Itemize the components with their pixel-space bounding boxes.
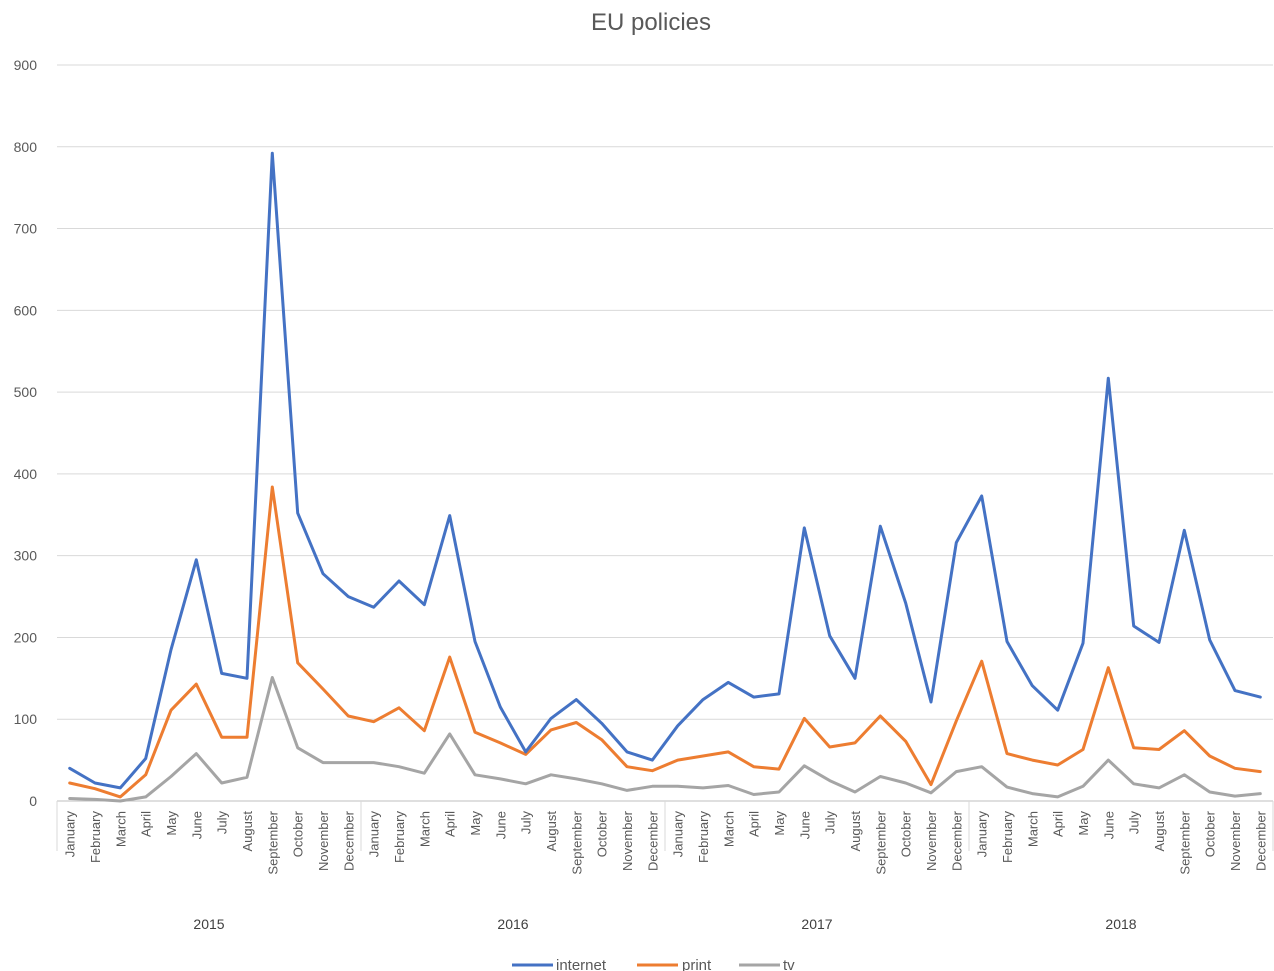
x-tick-label: June [189,811,204,839]
y-tick-label: 900 [14,57,38,73]
y-tick-label: 100 [14,711,38,727]
y-tick-label: 200 [14,629,38,645]
x-tick-label: August [544,811,559,852]
x-tick-label: December [1253,810,1268,871]
legend-label-internet: internet [556,957,607,971]
x-tick-label: April [1051,811,1066,837]
x-tick-label: June [797,811,812,839]
x-tick-label: October [899,810,914,857]
x-tick-label: June [1101,811,1116,839]
y-tick-label: 0 [29,793,37,809]
x-tick-label: May [164,811,179,836]
y-tick-label: 500 [14,384,38,400]
x-tick-label: October [1203,810,1218,857]
x-tick-label: September [265,810,280,874]
x-tick-label: September [569,810,584,874]
x-tick-label: May [1076,811,1091,836]
year-label: 2018 [1105,916,1136,932]
x-tick-label: September [873,810,888,874]
x-tick-label: November [316,810,331,871]
gridlines [57,64,1273,802]
x-tick-label: February [696,811,711,864]
year-label: 2016 [497,916,528,932]
x-tick-label: April [139,811,154,837]
chart-title: EU policies [591,9,711,36]
x-tick-label: April [747,811,762,837]
x-tick-label: December [949,810,964,871]
x-tick-label: December [645,810,660,871]
y-tick-label: 300 [14,548,38,564]
x-tick-label: October [595,810,610,857]
legend-label-print: print [682,957,712,971]
y-tick-label: 400 [14,466,38,482]
x-tick-label: March [417,811,432,847]
legend-label-tv: tv [783,957,795,971]
x-tick-label: March [1025,811,1040,847]
x-tick-label: January [63,811,78,858]
legend: internet print tv [512,957,795,971]
series-lines [68,151,1262,803]
series-line-print [68,485,1262,799]
y-tick-label: 600 [14,302,38,318]
x-tick-label: September [1177,810,1192,874]
x-tick-label: May [468,811,483,836]
y-axis: 0 100 200 300 400 500 600 700 800 900 [14,57,38,809]
x-tick-label: November [620,810,635,871]
x-tick-label: November [1228,810,1243,871]
x-tick-label: August [848,811,863,852]
x-tick-label: August [240,811,255,852]
x-tick-label: June [493,811,508,839]
x-tick-label: December [341,810,356,871]
x-tick-label: January [367,811,382,858]
x-tick-label: November [924,810,939,871]
x-tick-label: March [113,811,128,847]
year-label: 2015 [193,916,224,932]
x-tick-label: July [823,811,838,835]
x-tick-label: February [1000,811,1015,864]
x-tick-label: January [671,811,686,858]
y-tick-label: 800 [14,139,38,155]
x-tick-label: April [443,811,458,837]
series-line-tv [68,676,1262,803]
year-label: 2017 [801,916,832,932]
x-tick-label: February [392,811,407,864]
series-line-internet [68,151,1262,790]
x-axis: January February March April May June July Augu… [56,801,1274,932]
x-tick-label: July [215,811,230,835]
x-tick-label: July [519,811,534,835]
y-tick-label: 700 [14,221,38,237]
x-tick-label: February [88,811,103,864]
x-tick-label: May [772,811,787,836]
x-tick-label: March [721,811,736,847]
x-tick-label: October [291,810,306,857]
x-tick-label: January [975,811,990,858]
x-tick-label: July [1127,811,1142,835]
x-tick-label: August [1152,811,1167,852]
